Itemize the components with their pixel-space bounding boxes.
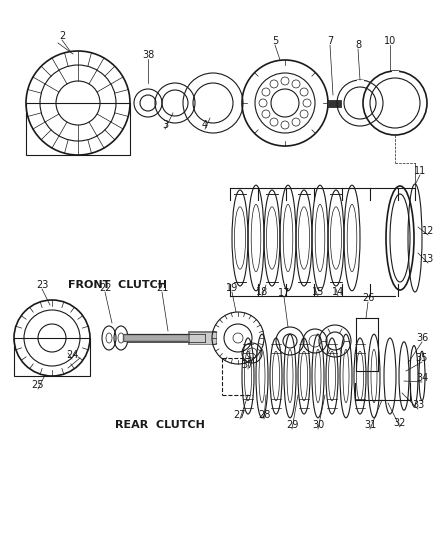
Bar [14,338,90,376]
Text: 19: 19 [226,283,238,293]
Text: 30: 30 [312,420,324,430]
Text: 21: 21 [156,283,168,293]
Text: 2: 2 [59,31,65,41]
Text: 35: 35 [416,353,428,363]
Text: 36: 36 [416,333,428,343]
Text: 15: 15 [312,287,324,297]
Text: 4: 4 [202,120,208,130]
Text: 33: 33 [412,400,424,410]
Text: 25: 25 [32,380,44,390]
Text: 13: 13 [422,254,434,264]
Text: 18: 18 [256,287,268,297]
Text: 34: 34 [416,373,428,383]
Text: 10: 10 [384,36,396,46]
Text: 24: 24 [66,350,78,360]
Text: 11: 11 [414,166,426,176]
Text: FRONT  CLUTCH: FRONT CLUTCH [68,280,167,290]
Text: 32: 32 [394,418,406,428]
Text: 22: 22 [99,283,111,293]
Text: 3: 3 [162,120,168,130]
Text: 8: 8 [355,40,361,50]
Text: 5: 5 [272,36,278,46]
Text: 17: 17 [278,288,290,298]
Text: 14: 14 [332,287,344,297]
Text: 38: 38 [142,50,154,60]
Bar [26,103,130,155]
Text: 29: 29 [286,420,298,430]
Text: 23: 23 [36,280,48,290]
Text: 7: 7 [327,36,333,46]
Text: 28: 28 [258,410,270,420]
Text: 31: 31 [364,420,376,430]
Bar [327,100,341,107]
Text: 27: 27 [234,410,246,420]
Text: 12: 12 [422,226,434,236]
Text: 37: 37 [242,360,254,370]
Text: 26: 26 [362,293,374,303]
Text: REAR  CLUTCH: REAR CLUTCH [115,420,205,430]
